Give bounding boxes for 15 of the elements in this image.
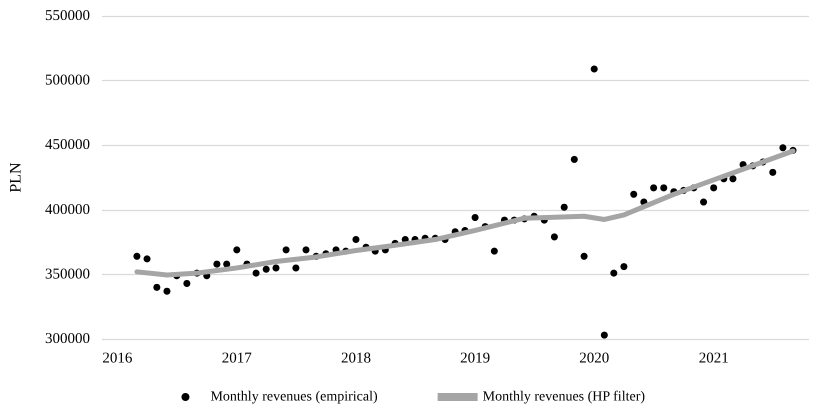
y-tick-label: 400000 [45, 202, 90, 218]
x-tick-label: 2020 [579, 350, 610, 366]
legend-label: Monthly revenues (empirical) [210, 390, 378, 404]
y-tick-label: 300000 [45, 331, 90, 347]
x-tick-label: 2021 [698, 350, 729, 366]
legend-label: Monthly revenues (HP filter) [482, 390, 646, 404]
x-tick-label: 2019 [460, 350, 490, 366]
y-axis-title: PLN [8, 162, 24, 193]
x-tick-label: 2017 [222, 350, 252, 366]
x-tick-label: 2016 [102, 350, 133, 366]
x-tick-label: 2018 [340, 350, 371, 366]
y-tick-label: 550000 [45, 8, 90, 24]
y-tick-label: 500000 [45, 72, 90, 89]
y-tick-label: 450000 [45, 137, 90, 154]
y-tick-label: 350000 [45, 266, 90, 282]
